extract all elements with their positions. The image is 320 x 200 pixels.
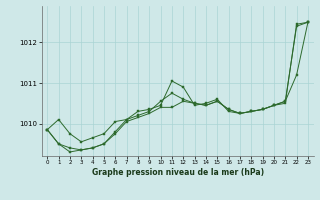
X-axis label: Graphe pression niveau de la mer (hPa): Graphe pression niveau de la mer (hPa) [92, 168, 264, 177]
